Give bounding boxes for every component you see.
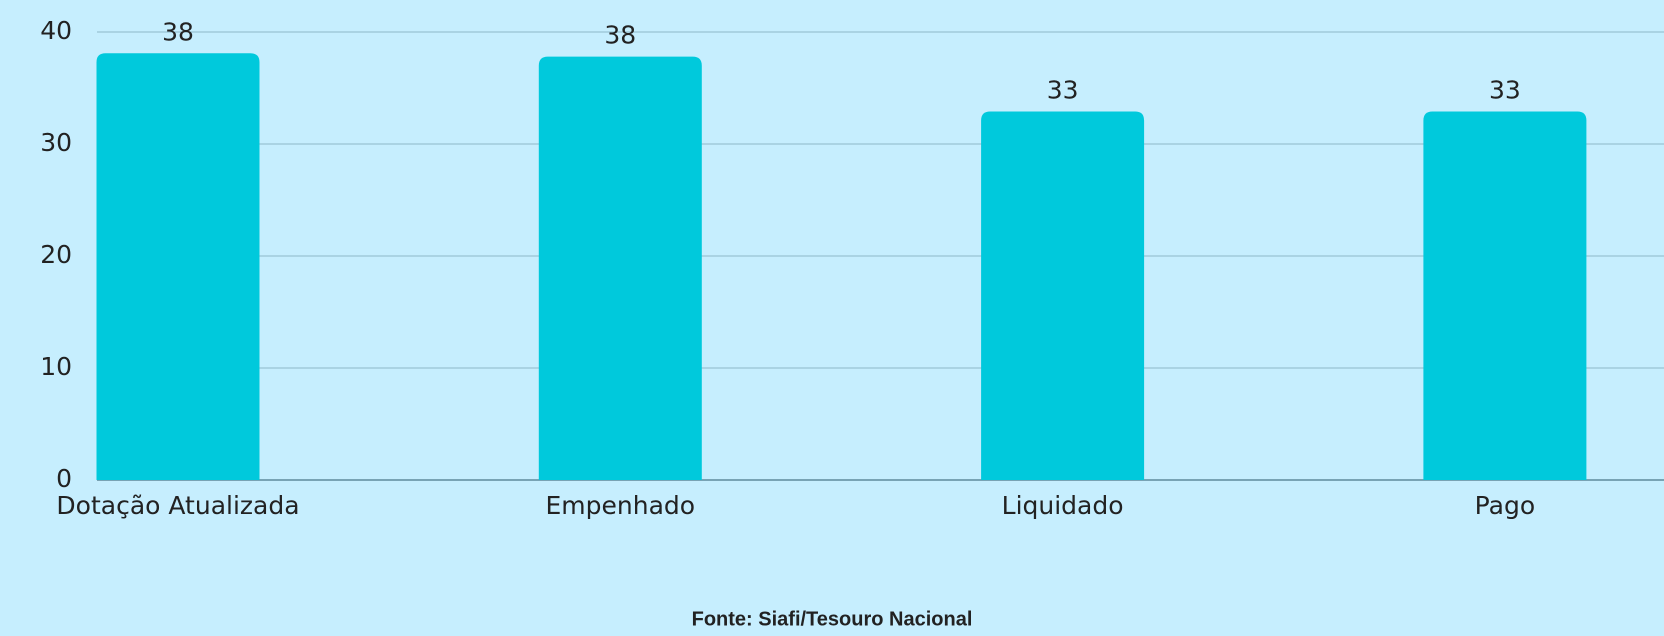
y-tick-label: 0 bbox=[56, 464, 72, 493]
x-tick-label: Empenhado bbox=[546, 491, 696, 520]
bar bbox=[1423, 111, 1587, 481]
bar bbox=[96, 53, 260, 480]
x-tick-label: Liquidado bbox=[1002, 491, 1124, 520]
bar bbox=[981, 111, 1145, 481]
value-label: 33 bbox=[1047, 76, 1079, 105]
y-tick-label: 20 bbox=[40, 240, 72, 269]
y-tick-label: 10 bbox=[40, 352, 72, 381]
value-label: 33 bbox=[1489, 76, 1521, 105]
y-tick-label: 40 bbox=[40, 16, 72, 45]
y-tick-label: 30 bbox=[40, 128, 72, 157]
x-tick-label: Dotação Atualizada bbox=[56, 491, 299, 520]
bar bbox=[538, 56, 702, 480]
source-note: Fonte: Siafi/Tesouro Nacional bbox=[692, 608, 973, 630]
value-label: 38 bbox=[604, 21, 636, 50]
x-tick-label: Pago bbox=[1475, 491, 1535, 520]
value-label: 38 bbox=[162, 17, 194, 46]
